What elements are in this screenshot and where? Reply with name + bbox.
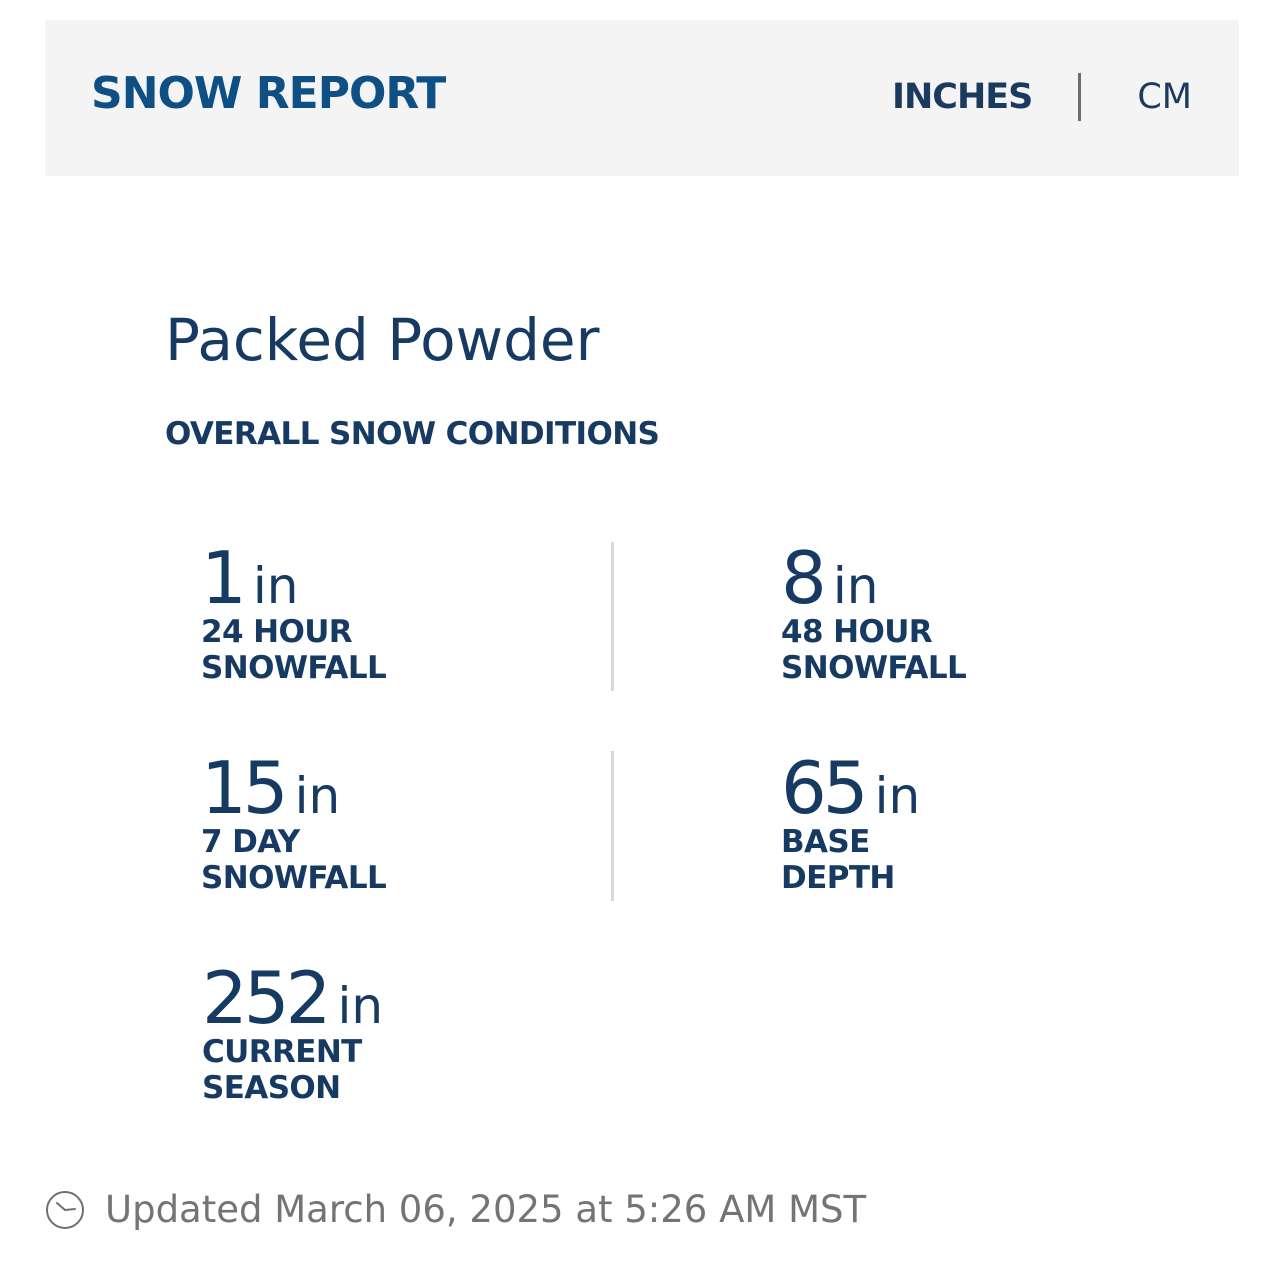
- updated-timestamp: Updated March 06, 2025 at 5:26 AM MST: [105, 1188, 867, 1231]
- inches-unit-button[interactable]: INCHES: [891, 77, 1033, 117]
- overall-conditions: Packed Powder OVERALL SNOW CONDITIONS: [165, 306, 660, 452]
- stat-base-depth: 65 in BASE DEPTH: [781, 752, 920, 896]
- stat-value: 8: [781, 536, 827, 620]
- snow-report-header: SNOW REPORT INCHES CM: [45, 20, 1239, 176]
- stat-value: 65: [781, 746, 869, 830]
- stat-number: 65 in: [781, 752, 920, 824]
- stat-label-line2: SNOWFALL: [201, 650, 387, 686]
- cm-unit-button[interactable]: CM: [1137, 77, 1192, 117]
- stat-current-season: 252 in CURRENT SEASON: [202, 962, 383, 1106]
- stat-label-line2: SEASON: [202, 1070, 341, 1106]
- page-title: SNOW REPORT: [91, 68, 446, 119]
- stat-unit: in: [294, 767, 341, 825]
- unit-toggle: INCHES CM: [892, 72, 1192, 122]
- stat-number: 8 in: [781, 542, 966, 614]
- stat-label-line1: 24 HOUR: [201, 614, 353, 650]
- column-divider: [611, 542, 614, 691]
- stat-label-line1: 48 HOUR: [781, 614, 933, 650]
- unit-divider: [1078, 73, 1082, 121]
- stat-label-line1: CURRENT: [202, 1034, 362, 1070]
- stat-unit: in: [874, 767, 921, 825]
- stat-label-line1: BASE: [781, 824, 870, 860]
- stat-label-line1: 7 DAY: [201, 824, 300, 860]
- conditions-value: Packed Powder: [165, 306, 600, 374]
- stat-label-line2: SNOWFALL: [781, 650, 967, 686]
- stat-value: 15: [201, 746, 289, 830]
- stat-number: 15 in: [201, 752, 386, 824]
- last-updated: Updated March 06, 2025 at 5:26 AM MST: [45, 1188, 866, 1231]
- conditions-label: OVERALL SNOW CONDITIONS: [165, 416, 660, 452]
- stat-label-line2: SNOWFALL: [201, 860, 387, 896]
- stat-unit: in: [337, 977, 384, 1035]
- stat-48-hour-snowfall: 8 in 48 HOUR SNOWFALL: [781, 542, 967, 686]
- stat-24-hour-snowfall: 1 in 24 HOUR SNOWFALL: [201, 542, 387, 686]
- stat-label-line2: DEPTH: [781, 860, 895, 896]
- clock-icon: [46, 1190, 84, 1229]
- stat-unit: in: [832, 557, 879, 615]
- stat-7-day-snowfall: 15 in 7 DAY SNOWFALL: [201, 752, 387, 896]
- column-divider: [611, 751, 614, 901]
- stat-unit: in: [252, 557, 299, 615]
- stat-number: 252 in: [202, 962, 383, 1034]
- stat-value: 1: [201, 536, 247, 620]
- stat-number: 1 in: [201, 542, 386, 614]
- stat-value: 252: [202, 956, 331, 1040]
